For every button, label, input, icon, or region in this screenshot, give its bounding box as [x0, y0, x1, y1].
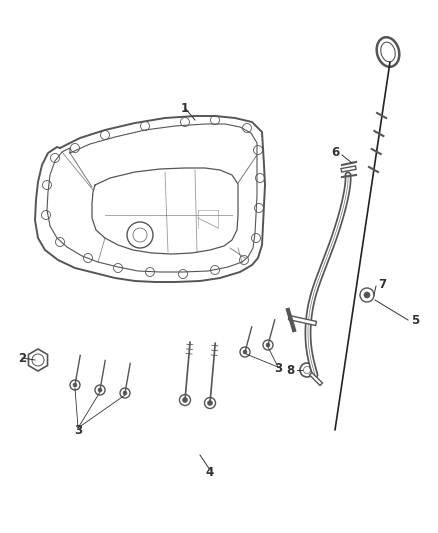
Text: 8: 8: [286, 364, 294, 376]
Text: 3: 3: [274, 361, 282, 375]
Circle shape: [364, 292, 370, 298]
Text: 7: 7: [378, 279, 386, 292]
Text: 2: 2: [18, 351, 26, 365]
Text: 5: 5: [411, 313, 419, 327]
Circle shape: [266, 343, 270, 347]
Text: 3: 3: [74, 424, 82, 437]
Circle shape: [208, 400, 212, 406]
Circle shape: [73, 383, 77, 387]
Text: 6: 6: [331, 146, 339, 158]
Text: 4: 4: [206, 465, 214, 479]
Circle shape: [98, 388, 102, 392]
Circle shape: [243, 350, 247, 354]
Text: 1: 1: [181, 101, 189, 115]
Circle shape: [183, 398, 187, 402]
Circle shape: [123, 391, 127, 395]
